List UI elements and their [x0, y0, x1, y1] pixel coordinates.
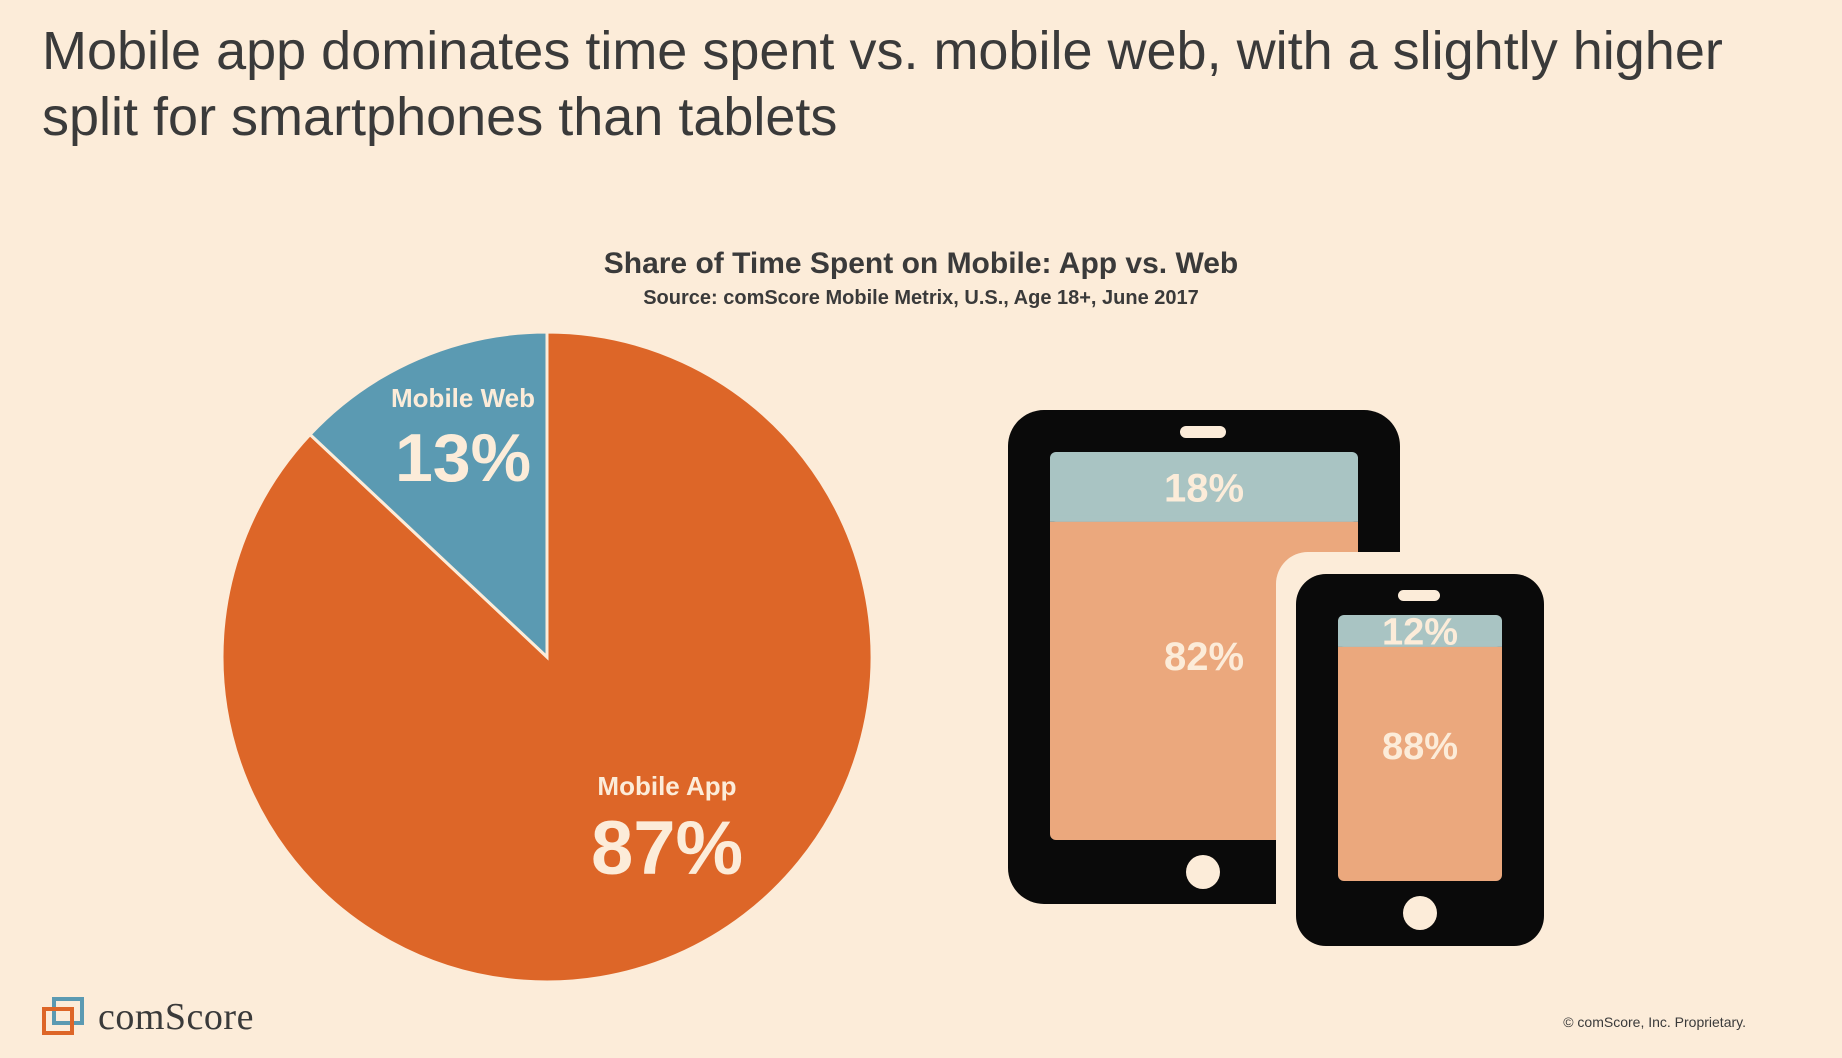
tablet-home-button: [1186, 855, 1220, 889]
comscore-logo-icon: [42, 997, 84, 1035]
phone-bar-mobile-app: [1338, 646, 1502, 881]
copyright-text: © comScore, Inc. Proprietary.: [1563, 1014, 1746, 1030]
comscore-logo-text: comScore: [98, 996, 254, 1038]
tablet-bar-web-edge: [1050, 515, 1358, 522]
phone-screen: 12% 88%: [1338, 612, 1502, 881]
chart-title: Share of Time Spent on Mobile: App vs. W…: [603, 247, 1239, 280]
tablet-bar-mobile-web: [1050, 452, 1358, 522]
phone-label-mobile-app: 88%: [1382, 726, 1458, 768]
chart-subtitle: Source: comScore Mobile Metrix, U.S., Ag…: [643, 287, 1199, 309]
tablet-label-mobile-web: 18%: [1164, 466, 1244, 510]
pie-chart: Mobile Web 13% Mobile App 87%: [220, 330, 874, 984]
tablet-bar-app-edge: [1050, 521, 1358, 528]
pie-slice-mobile-web: [307, 330, 549, 661]
tablet-label-mobile-app: 82%: [1164, 635, 1244, 679]
tablet-speaker: [1180, 426, 1226, 438]
phone-bar-app-edge: [1338, 646, 1502, 653]
device-charts: 18% 82% 12% 88%: [1008, 410, 1566, 952]
page-title: Mobile app dominates time spent vs. mobi…: [42, 21, 1723, 147]
pie-value-mobile-web: 13%: [395, 420, 531, 496]
pie-label-mobile-web: Mobile Web: [391, 383, 535, 413]
comscore-logo: comScore: [40, 992, 254, 1042]
smartphone-icon: 12% 88%: [1296, 574, 1544, 946]
phone-home-button: [1403, 896, 1437, 930]
phone-bar-mobile-web: [1338, 615, 1502, 647]
phone-bar-web-edge: [1338, 640, 1502, 647]
phone-speaker: [1398, 590, 1440, 601]
phone-label-mobile-web: 12%: [1382, 612, 1458, 654]
pie-label-mobile-app: Mobile App: [597, 771, 736, 801]
pie-value-mobile-app: 87%: [591, 806, 743, 891]
